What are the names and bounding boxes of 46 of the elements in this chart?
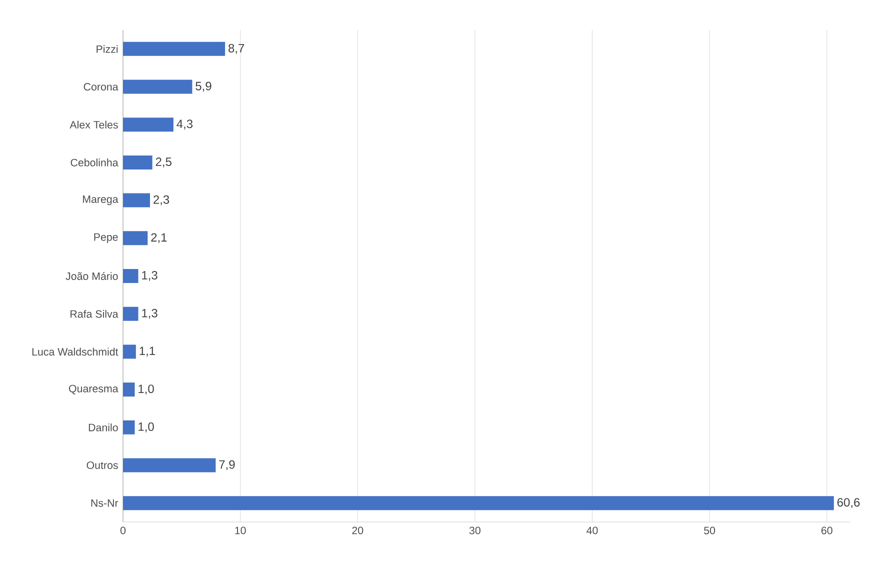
y-tick-label: Outros bbox=[86, 461, 118, 470]
bar bbox=[123, 80, 192, 94]
y-tick-label: Pizzi bbox=[96, 45, 118, 53]
bar bbox=[123, 193, 150, 208]
bar bbox=[123, 458, 216, 472]
y-tick-label: Cebolinha bbox=[70, 158, 118, 166]
data-label: 5,9 bbox=[196, 82, 212, 92]
bar bbox=[123, 382, 135, 397]
data-label: 8,7 bbox=[228, 44, 244, 54]
x-tick-label: 10 bbox=[235, 526, 246, 534]
y-tick-label: Pepe bbox=[94, 233, 118, 243]
data-label: 2,5 bbox=[156, 158, 172, 168]
x-tick-label: 60 bbox=[821, 526, 832, 534]
bar bbox=[123, 155, 152, 170]
data-label: 1,1 bbox=[140, 346, 155, 357]
bar bbox=[123, 496, 834, 510]
bar bbox=[123, 231, 148, 246]
x-tick-label: 20 bbox=[352, 526, 364, 534]
y-tick-label: Quaresma bbox=[69, 384, 118, 394]
data-label: 1,0 bbox=[138, 422, 154, 432]
data-label: 60,6 bbox=[837, 498, 860, 508]
y-tick-label: Danilo bbox=[88, 423, 118, 432]
bar bbox=[123, 306, 138, 321]
x-tick-label: 50 bbox=[704, 526, 716, 534]
bar bbox=[123, 269, 138, 284]
data-label: 7,9 bbox=[219, 460, 235, 470]
data-label: 1,0 bbox=[138, 384, 154, 394]
y-tick-label: Alex Teles bbox=[70, 120, 118, 129]
data-label: 2,1 bbox=[151, 233, 167, 244]
y-tick-label: Luca Waldschmidt bbox=[32, 348, 118, 356]
y-tick-label: Marega bbox=[83, 196, 118, 206]
x-tick-label: 40 bbox=[586, 526, 598, 534]
x-tick-label: 30 bbox=[469, 526, 480, 534]
bar bbox=[123, 420, 135, 434]
y-tick-label: Rafa Silva bbox=[70, 310, 118, 318]
bar bbox=[123, 118, 174, 132]
bar bbox=[123, 344, 136, 359]
data-label: 1,3 bbox=[142, 271, 158, 281]
y-tick-label: Corona bbox=[84, 83, 118, 91]
data-label: 2,3 bbox=[154, 195, 170, 206]
bar bbox=[123, 42, 226, 56]
y-tick-label: João Mário bbox=[66, 272, 118, 280]
data-label: 4,3 bbox=[176, 120, 193, 130]
x-tick-label: 0 bbox=[120, 526, 126, 534]
data-label: 1,3 bbox=[142, 308, 158, 319]
y-tick-label: Ns-Nr bbox=[91, 499, 118, 507]
